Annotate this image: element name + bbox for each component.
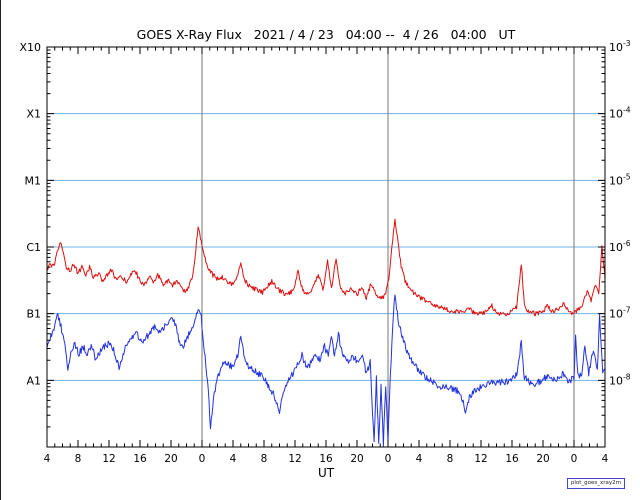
x-tick-label: 4	[416, 453, 423, 465]
x-tick-label: 0	[385, 453, 392, 465]
x-tick-label: 8	[261, 453, 268, 465]
y-left-label: M1	[25, 174, 42, 187]
x-tick-label: 8	[447, 453, 454, 465]
x-tick-label: 4	[230, 453, 237, 465]
x-tick-label: 12	[474, 453, 487, 465]
x-tick-label: 20	[164, 453, 177, 465]
x-tick-label: 20	[536, 453, 549, 465]
x-tick-label: 8	[75, 453, 82, 465]
x-tick-label: 16	[319, 453, 333, 465]
x-tick-label: 20	[350, 453, 363, 465]
chart-title: GOES X-Ray Flux 2021 / 4 / 23 04:00 -- 4…	[136, 27, 516, 42]
y-right-label: 10-5	[609, 172, 631, 187]
x-tick-label: 16	[133, 453, 147, 465]
x-tick-label: 16	[505, 453, 519, 465]
x-tick-label: 4	[602, 453, 609, 465]
x-tick-label: 12	[288, 453, 301, 465]
x-tick-label: 12	[102, 453, 115, 465]
xray-short-05-4A-line	[47, 294, 605, 447]
plot-credit-badge: plot_goes_xray2m	[566, 478, 625, 490]
y-right-label: 10-3	[609, 39, 631, 54]
y-left-label: X10	[19, 41, 41, 54]
x-tick-label: 4	[44, 453, 51, 465]
axis-ticks	[46, 46, 606, 448]
y-right-label: 10-6	[609, 239, 631, 254]
y-left-label: X1	[26, 108, 41, 121]
y-left-label: A1	[26, 374, 41, 387]
y-right-label: 10-7	[609, 306, 631, 321]
y-left-label: B1	[26, 308, 41, 321]
xray-long-1-8A-line	[47, 218, 605, 317]
y-right-label: 10-4	[609, 106, 631, 121]
y-left-label: C1	[26, 241, 41, 254]
y-right-label: 10-8	[609, 372, 631, 387]
x-tick-label: 0	[571, 453, 578, 465]
x-axis-label: UT	[317, 466, 335, 480]
x-tick-label: 0	[199, 453, 206, 465]
